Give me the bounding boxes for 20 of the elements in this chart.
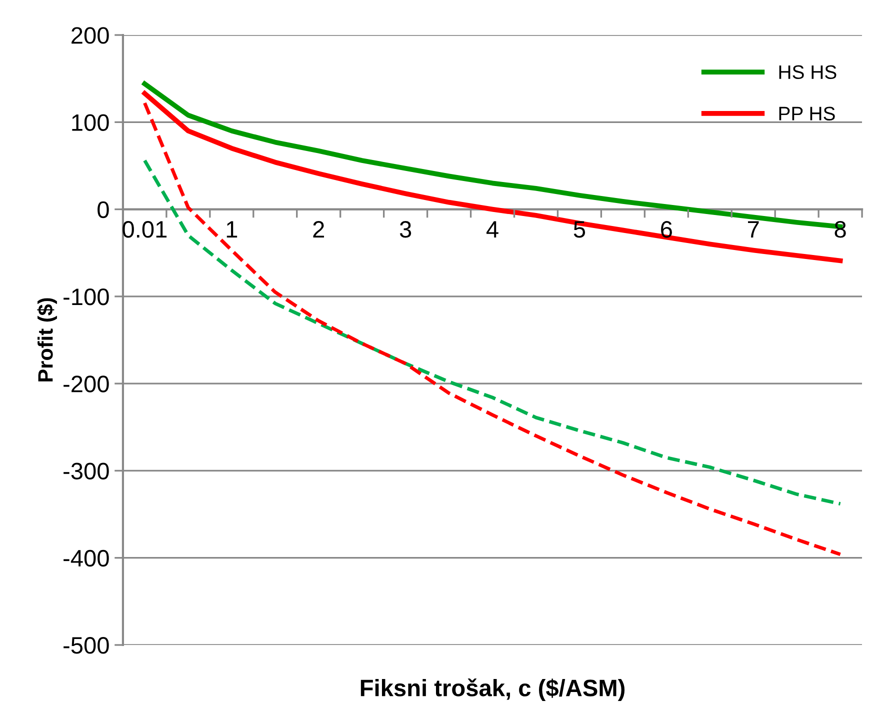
y-tick-label: 200 [72,27,109,44]
y-tick-label: -400 [64,550,109,567]
x-tick-label: 4 [486,221,498,238]
x-tick-label: 2 [313,221,324,238]
x-tick-label: 1 [226,221,238,238]
x-axis-title: Fiksni trošak, c ($/ASM) [360,678,625,702]
y-tick-label: -100 [64,288,109,306]
x-tick-label: 7 [748,221,759,238]
x-tick-label: 6 [661,221,672,238]
y-tick-label: 100 [72,114,109,131]
y-tick-label: 0 [98,201,109,218]
legend-label: PP HS [779,106,835,120]
x-tick-label: 0.01 [122,221,167,238]
y-tick-label: -200 [64,376,109,392]
x-tick-label: 5 [574,221,586,238]
x-tick-label: 3 [400,221,412,238]
y-tick-label: -500 [64,637,109,654]
y-tick-label: -300 [64,462,109,480]
legend-label: HS HS [779,65,836,80]
y-axis-title: Profit ($) [37,298,57,382]
